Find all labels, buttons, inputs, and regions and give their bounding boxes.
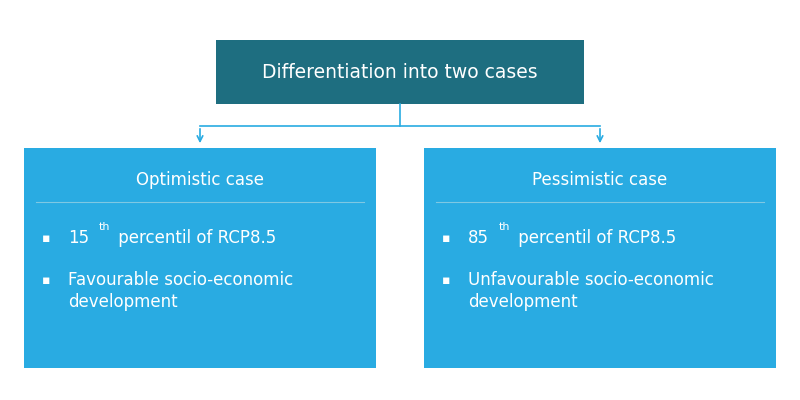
FancyBboxPatch shape [24,148,376,368]
Text: 15: 15 [68,229,89,247]
Text: Favourable socio-economic: Favourable socio-economic [68,271,294,289]
Text: ▪: ▪ [442,232,450,244]
Text: Optimistic case: Optimistic case [136,171,264,189]
Text: Differentiation into two cases: Differentiation into two cases [262,62,538,82]
FancyBboxPatch shape [424,148,776,368]
Text: ▪: ▪ [442,274,450,286]
Text: Unfavourable socio-economic: Unfavourable socio-economic [468,271,714,289]
Text: th: th [98,222,110,232]
Text: development: development [468,293,578,311]
Text: development: development [68,293,178,311]
Text: Pessimistic case: Pessimistic case [532,171,668,189]
Text: percentil of RCP8.5: percentil of RCP8.5 [513,229,676,247]
Text: 85: 85 [468,229,489,247]
FancyBboxPatch shape [216,40,584,104]
Text: ▪: ▪ [42,232,50,244]
Text: percentil of RCP8.5: percentil of RCP8.5 [113,229,276,247]
Text: th: th [498,222,510,232]
Text: ▪: ▪ [42,274,50,286]
